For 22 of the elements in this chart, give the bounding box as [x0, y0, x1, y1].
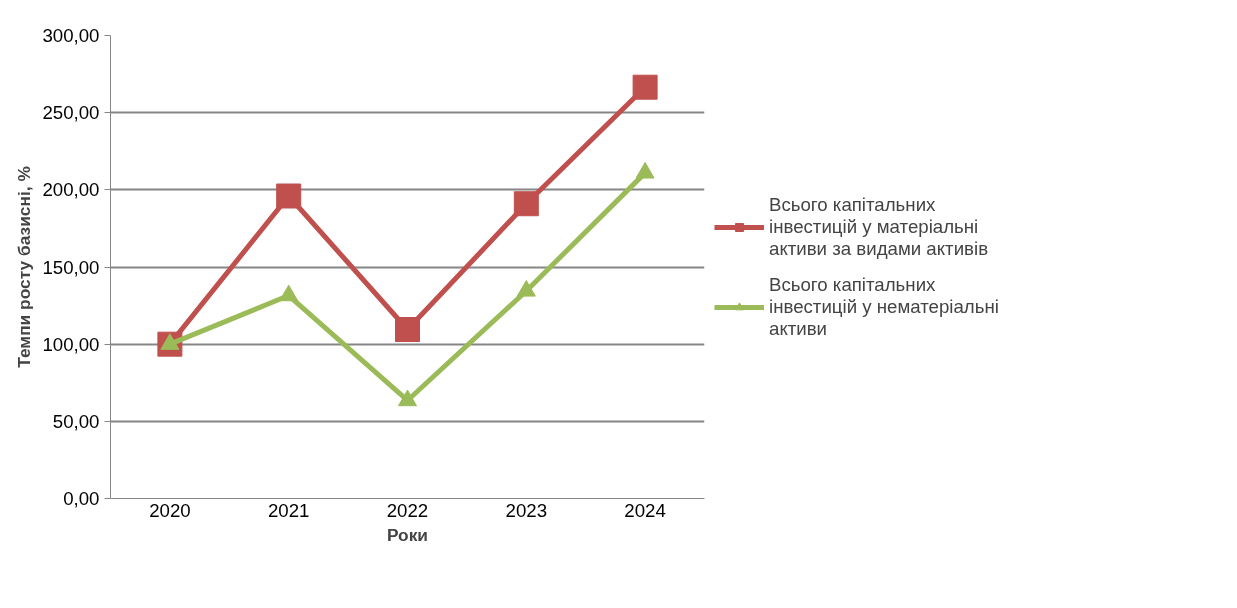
point — [632, 74, 658, 100]
y-tick-label: 200,00 — [42, 179, 100, 201]
y-tick-label: 300,00 — [42, 25, 100, 46]
x-tick-label: 2020 — [149, 499, 191, 521]
y-tick-label: 100,00 — [42, 333, 100, 355]
legend-label: Всього капітальних інвестицій у матеріальні активи за видами активів — [769, 193, 989, 260]
y-tick-label: 250,00 — [42, 102, 100, 124]
y-axis-title: Темпи росту базисні, % — [14, 166, 35, 368]
point — [279, 284, 299, 302]
x-tick-label: 2024 — [624, 499, 666, 521]
point — [398, 389, 417, 407]
y-tick-label: 50,00 — [52, 410, 100, 432]
x-axis-title: Роки — [386, 524, 429, 545]
point — [513, 191, 539, 217]
x-tick-label: 2021 — [267, 499, 310, 521]
x-tick-label: 2023 — [505, 499, 548, 521]
point — [276, 183, 302, 209]
y-tick-label: 0,00 — [63, 488, 100, 509]
y-tick-label: 150,00 — [42, 256, 100, 278]
x-tick-label: 2022 — [386, 499, 429, 521]
legend-label: Всього капітальних інвестицій у нематеріальні активи — [769, 273, 999, 340]
point — [516, 280, 536, 297]
